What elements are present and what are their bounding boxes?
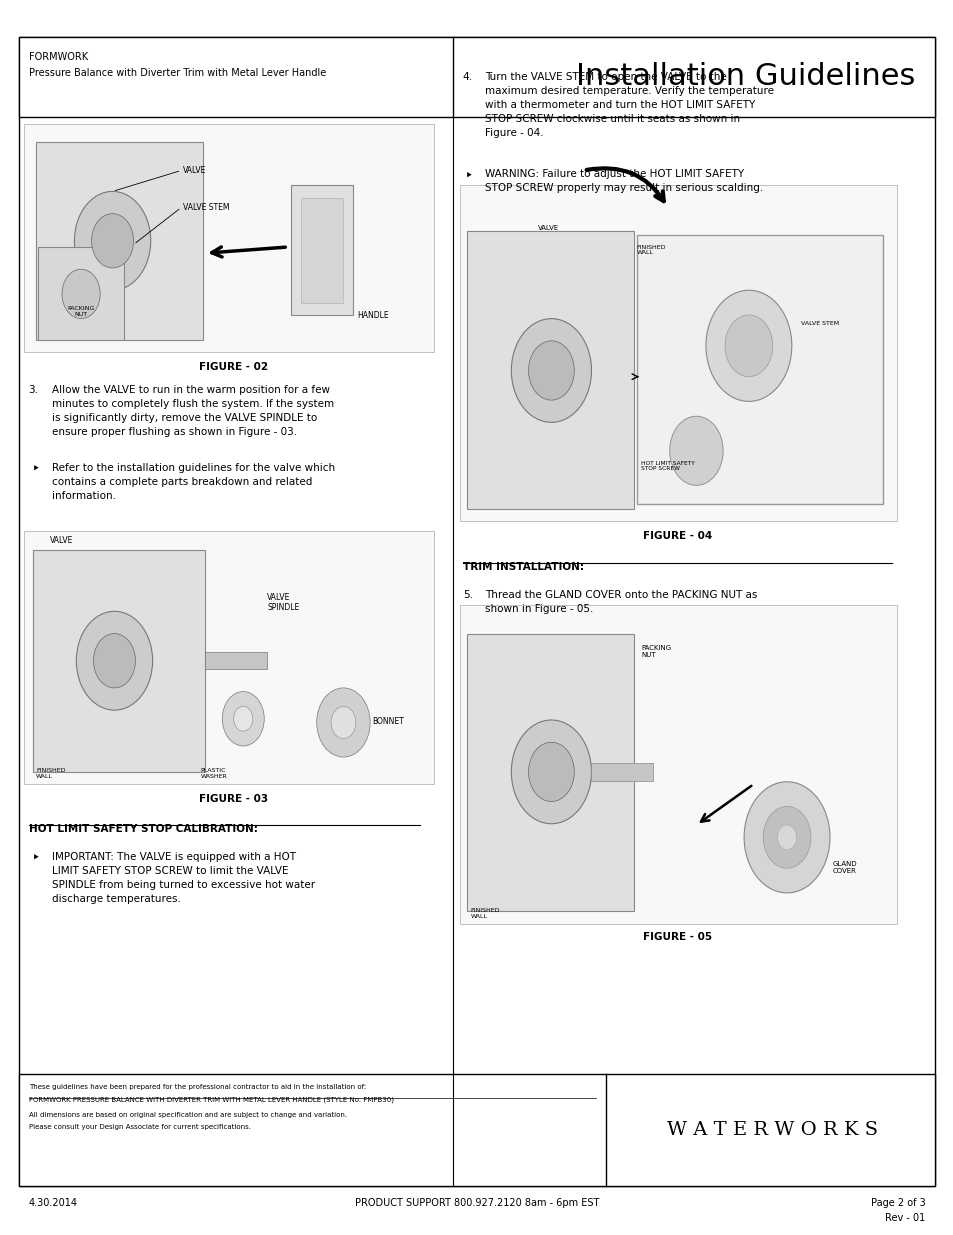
Text: Please consult your Design Associate for current specifications.: Please consult your Design Associate for…	[29, 1124, 251, 1130]
Bar	[459, 605, 896, 924]
Circle shape	[316, 688, 370, 757]
Circle shape	[222, 692, 264, 746]
Circle shape	[233, 706, 253, 731]
Text: VALVE
SPINDLE: VALVE SPINDLE	[267, 593, 299, 613]
Circle shape	[76, 611, 152, 710]
Bar	[459, 185, 896, 521]
Text: HOT LIMIT SAFETY STOP CALIBRATION:: HOT LIMIT SAFETY STOP CALIBRATION:	[29, 824, 257, 834]
Text: VALVE: VALVE	[183, 165, 207, 175]
Text: BONNET: BONNET	[372, 716, 403, 726]
Text: 3.: 3.	[29, 385, 38, 395]
Text: VALVE: VALVE	[51, 536, 73, 545]
Text: FIGURE - 02: FIGURE - 02	[199, 362, 268, 372]
Text: W A T E R W O R K S: W A T E R W O R K S	[666, 1121, 878, 1139]
Text: 4.30.2014: 4.30.2014	[29, 1198, 77, 1208]
Circle shape	[528, 742, 574, 802]
Text: FINISHED
WALL: FINISHED WALL	[636, 245, 665, 256]
Text: FIGURE - 03: FIGURE - 03	[199, 794, 268, 804]
Text: 4.: 4.	[462, 72, 472, 82]
Text: FINISHED
WALL: FINISHED WALL	[36, 768, 66, 779]
FancyBboxPatch shape	[467, 231, 634, 509]
Text: TRIM INSTALLATION:: TRIM INSTALLATION:	[462, 562, 583, 572]
Text: HANDLE: HANDLE	[357, 311, 389, 320]
FancyBboxPatch shape	[467, 634, 634, 911]
Text: All dimensions are based on original specification and are subject to change and: All dimensions are based on original spe…	[29, 1112, 346, 1118]
Text: WARNING: Failure to adjust the HOT LIMIT SAFETY
STOP SCREW properly may result i: WARNING: Failure to adjust the HOT LIMIT…	[484, 169, 762, 193]
Text: Turn the VALVE STEM to open the VALVE to the
maximum desired temperature. Verify: Turn the VALVE STEM to open the VALVE to…	[484, 72, 773, 137]
Text: ‣: ‣	[31, 852, 40, 866]
Circle shape	[511, 720, 591, 824]
Circle shape	[762, 806, 810, 868]
Text: HOT LIMIT SAFETY
STOP SCREW: HOT LIMIT SAFETY STOP SCREW	[640, 461, 694, 472]
Text: Rev - 01: Rev - 01	[884, 1213, 924, 1223]
Text: PACKING
NUT: PACKING NUT	[640, 645, 671, 658]
Circle shape	[669, 416, 722, 485]
Text: FORMWORK PRESSURE BALANCE WITH DIVERTER TRIM WITH METAL LEVER HANDLE (STYLE No. : FORMWORK PRESSURE BALANCE WITH DIVERTER …	[29, 1097, 394, 1103]
Bar	[19, 37, 934, 117]
Text: GLAND
COVER: GLAND COVER	[832, 861, 857, 874]
Text: Refer to the installation guidelines for the valve which
contains a complete par: Refer to the installation guidelines for…	[52, 463, 335, 501]
Bar	[19, 1074, 934, 1186]
Circle shape	[74, 191, 151, 290]
Bar	[38, 247, 124, 340]
Text: PLASTIC
WASHER: PLASTIC WASHER	[200, 768, 227, 779]
Text: FIGURE - 05: FIGURE - 05	[642, 932, 711, 942]
Text: Thread the GLAND COVER onto the PACKING NUT as
shown in Figure - 05.: Thread the GLAND COVER onto the PACKING …	[484, 590, 757, 614]
Circle shape	[62, 269, 100, 319]
Text: FIGURE - 04: FIGURE - 04	[642, 531, 711, 541]
Bar	[24, 531, 434, 784]
Circle shape	[91, 214, 133, 268]
FancyBboxPatch shape	[33, 550, 205, 772]
Circle shape	[93, 634, 135, 688]
Text: PACKING
NUT: PACKING NUT	[68, 306, 94, 316]
Text: IMPORTANT: The VALVE is equipped with a HOT
LIMIT SAFETY STOP SCREW to limit the: IMPORTANT: The VALVE is equipped with a …	[52, 852, 315, 904]
Text: PRODUCT SUPPORT 800.927.2120 8am - 6pm EST: PRODUCT SUPPORT 800.927.2120 8am - 6pm E…	[355, 1198, 598, 1208]
Circle shape	[331, 706, 355, 739]
FancyBboxPatch shape	[36, 142, 203, 340]
Bar	[205, 652, 267, 669]
Circle shape	[705, 290, 791, 401]
Text: VALVE STEM: VALVE STEM	[183, 203, 230, 212]
Circle shape	[511, 319, 591, 422]
Circle shape	[528, 341, 574, 400]
Text: 5.: 5.	[462, 590, 472, 600]
Bar	[24, 124, 434, 352]
Text: ‣: ‣	[31, 463, 40, 477]
Text: These guidelines have been prepared for the professional contractor to aid in th: These guidelines have been prepared for …	[29, 1084, 366, 1091]
FancyBboxPatch shape	[291, 185, 353, 315]
Bar	[591, 763, 653, 781]
Text: ‣: ‣	[464, 169, 473, 183]
Bar	[300, 198, 343, 303]
Bar	[637, 235, 882, 504]
Text: Allow the VALVE to run in the warm position for a few
minutes to completely flus: Allow the VALVE to run in the warm posit…	[52, 385, 335, 437]
Text: Page 2 of 3: Page 2 of 3	[870, 1198, 924, 1208]
Text: FORMWORK: FORMWORK	[29, 52, 88, 62]
Text: VALVE STEM: VALVE STEM	[801, 321, 839, 326]
Text: Pressure Balance with Diverter Trim with Metal Lever Handle: Pressure Balance with Diverter Trim with…	[29, 68, 326, 78]
Text: VALVE: VALVE	[537, 225, 558, 231]
Text: Installation Guidelines: Installation Guidelines	[576, 62, 915, 91]
Circle shape	[777, 825, 796, 850]
Circle shape	[724, 315, 772, 377]
Text: FINISHED
WALL: FINISHED WALL	[470, 908, 499, 919]
Circle shape	[743, 782, 829, 893]
